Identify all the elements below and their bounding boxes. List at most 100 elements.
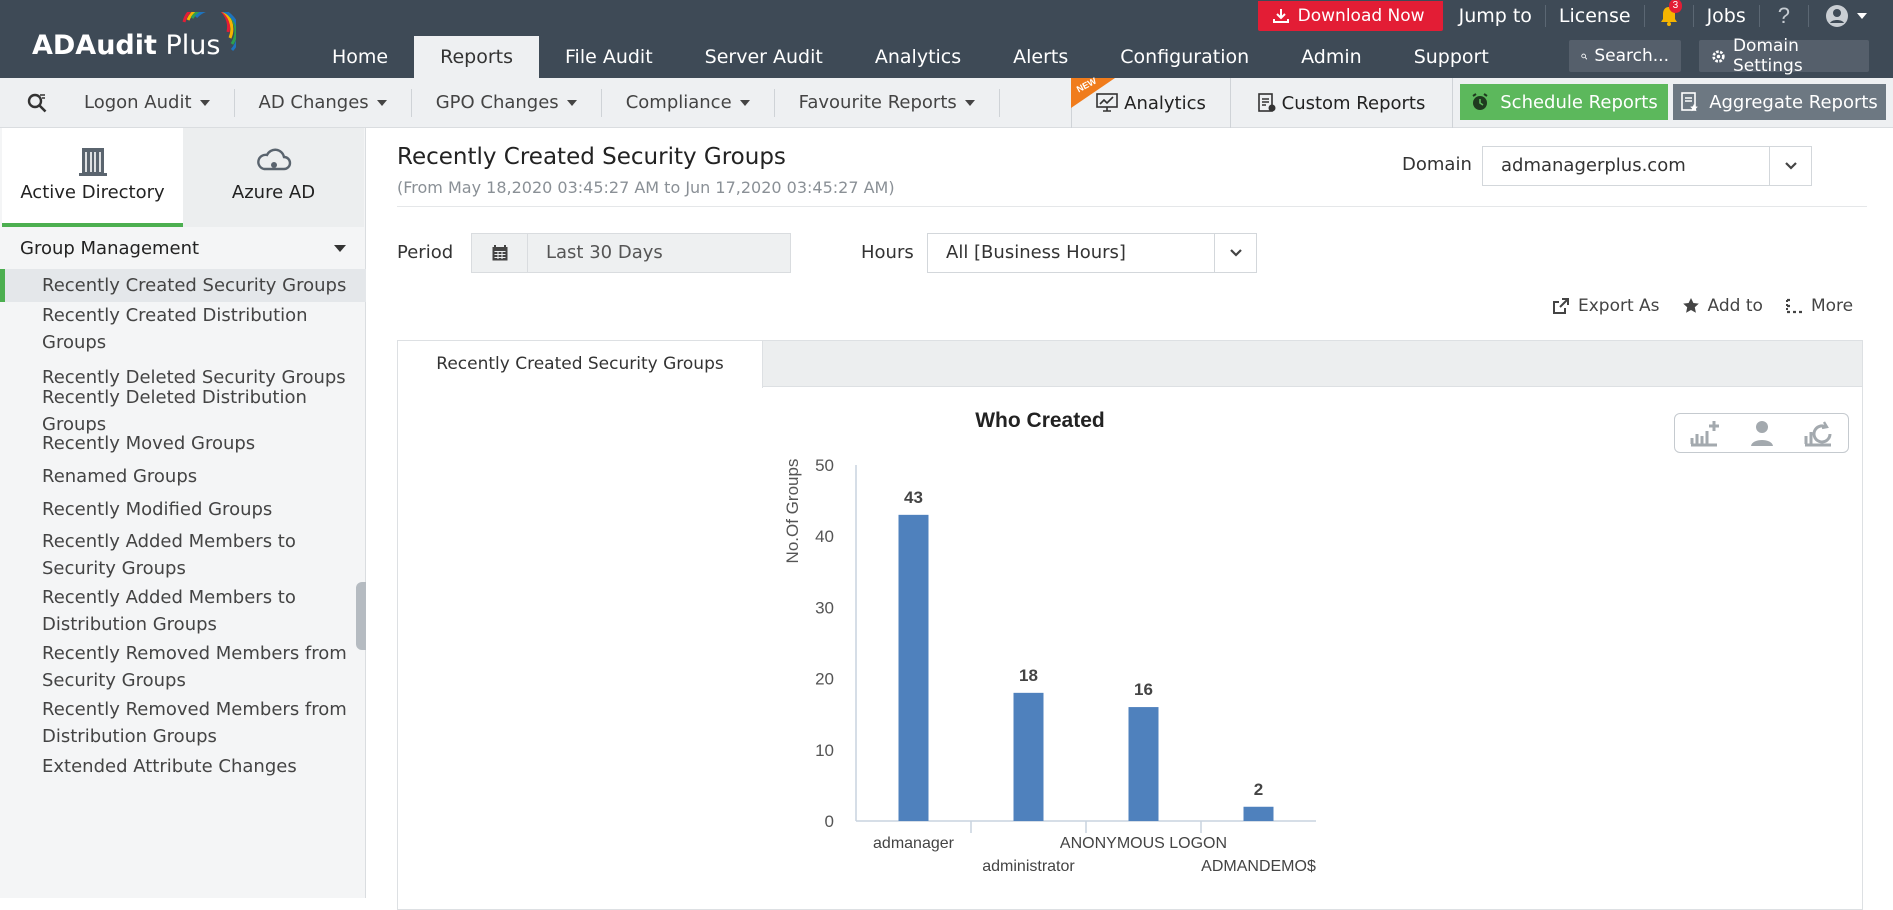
new-ribbon <box>1071 78 1115 108</box>
calendar-button[interactable] <box>472 234 528 272</box>
y-tick-label: 50 <box>815 456 834 475</box>
more-button[interactable]: More <box>1785 296 1853 316</box>
tab-configuration[interactable]: Configuration <box>1120 46 1250 68</box>
aggregate-reports-button[interactable]: Aggregate Reports <box>1673 84 1886 120</box>
sidebar-item[interactable]: Recently Removed Members from Security G… <box>0 638 366 696</box>
chart-title: Who Created <box>975 409 1105 432</box>
domain-select[interactable]: admanagerplus.com <box>1482 146 1812 186</box>
license-link[interactable]: License <box>1546 5 1645 27</box>
tab-active-directory-label: Active Directory <box>20 182 165 203</box>
search-button[interactable]: Search... <box>1569 40 1681 72</box>
bar <box>1128 707 1159 821</box>
sidebar-item[interactable]: Extended Attribute Changes <box>0 750 366 783</box>
alarm-clock-icon <box>1472 93 1488 110</box>
menu-gpo-changes[interactable]: GPO Changes <box>412 89 602 117</box>
chevron-down-icon <box>964 100 975 106</box>
jump-to-link[interactable]: Jump to <box>1443 5 1546 27</box>
bar-value-label: 18 <box>1019 666 1038 685</box>
sidebar-item[interactable]: Recently Modified Groups <box>0 493 366 526</box>
tab-analytics[interactable]: Analytics <box>874 46 962 68</box>
sidebar-item[interactable]: Recently Created Distribution Groups <box>0 300 366 358</box>
tab-support[interactable]: Support <box>1413 46 1489 68</box>
add-to-button[interactable]: Add to <box>1682 296 1763 316</box>
sidebar-item[interactable]: Recently Moved Groups <box>0 427 366 460</box>
sidebar-item[interactable]: Renamed Groups <box>0 460 366 493</box>
jobs-link[interactable]: Jobs <box>1694 5 1760 27</box>
sidebar-item-label: Recently Removed Members from Distributi… <box>42 699 347 747</box>
y-axis-label: No.Of Groups <box>783 459 802 564</box>
app-logo[interactable]: ADAudit Plus <box>32 30 221 61</box>
tab-admin[interactable]: Admin <box>1301 46 1362 68</box>
tab-alerts[interactable]: Alerts <box>1013 46 1069 68</box>
sidebar-item[interactable]: Recently Deleted Security Groups <box>0 361 366 394</box>
sidebar-item[interactable]: Recently Added Members to Distribution G… <box>0 582 366 640</box>
aggregate-report-icon <box>1681 92 1698 112</box>
sidebar-collapse-handle[interactable] <box>356 582 366 650</box>
bar <box>898 514 929 821</box>
export-as-label: Export As <box>1578 296 1660 316</box>
section-title: Group Management <box>20 237 200 259</box>
sidebar-item[interactable]: Recently Added Members to Security Group… <box>0 526 366 584</box>
add-chart-icon[interactable] <box>1688 418 1722 448</box>
download-now-button[interactable]: Download Now <box>1257 1 1443 31</box>
sidebar-item-label: Recently Moved Groups <box>42 433 256 454</box>
menu-favourite-reports[interactable]: Favourite Reports <box>775 89 1000 117</box>
bar-value-label: 2 <box>1254 780 1263 799</box>
tab-home[interactable]: Home <box>332 46 389 68</box>
notifications-button[interactable]: 3 <box>1645 0 1694 27</box>
sidebar-item[interactable]: Recently Removed Members from Distributi… <box>0 694 366 752</box>
help-icon[interactable]: ? <box>1760 5 1809 27</box>
x-tick-label: admanager <box>873 835 955 852</box>
menu-logon-audit[interactable]: Logon Audit <box>60 89 235 117</box>
cloud-icon <box>256 148 291 171</box>
sidebar-item-label: Recently Created Distribution Groups <box>42 305 308 353</box>
period-label: Period <box>397 242 454 263</box>
chevron-down-icon <box>1784 162 1797 170</box>
menu-compliance[interactable]: Compliance <box>602 89 775 117</box>
hours-dropdown-arrow[interactable] <box>1214 234 1256 272</box>
y-tick-label: 20 <box>815 670 834 689</box>
custom-report-icon <box>1257 93 1276 112</box>
tab-reports[interactable]: Reports <box>414 36 539 78</box>
chart-toolbar <box>1674 413 1849 453</box>
tab-azure-ad[interactable]: Azure AD <box>183 128 364 227</box>
schedule-reports-label: Schedule Reports <box>1500 91 1658 113</box>
x-tick-label: ANONYMOUS LOGON <box>1060 835 1227 852</box>
hours-select[interactable]: All [Business Hours] <box>927 233 1257 273</box>
building-icon <box>78 148 107 176</box>
report-tab-strip: Recently Created Security Groups <box>398 341 1862 388</box>
chevron-down-icon <box>1229 249 1242 257</box>
report-category-bar: Logon Audit AD Changes GPO Changes Complian… <box>0 78 1893 128</box>
user-filter-icon[interactable] <box>1747 418 1777 448</box>
tab-server-audit[interactable]: Server Audit <box>704 46 823 68</box>
gear-icon <box>1712 49 1725 63</box>
more-label: More <box>1810 296 1854 316</box>
notification-count-badge: 3 <box>1668 0 1683 13</box>
star-icon <box>1682 298 1699 313</box>
domain-dropdown-arrow[interactable] <box>1769 147 1811 185</box>
tab-recently-created-security-groups[interactable]: Recently Created Security Groups <box>398 341 763 388</box>
group-management-section-header[interactable]: Group Management <box>0 227 366 269</box>
download-icon <box>1272 9 1289 23</box>
bar <box>1013 692 1044 821</box>
custom-reports-tab[interactable]: Custom Reports <box>1231 78 1453 128</box>
period-picker[interactable]: Last 30 Days <box>471 233 791 273</box>
user-menu[interactable] <box>1809 4 1875 28</box>
tab-active-directory[interactable]: Active Directory <box>2 128 183 227</box>
y-tick-label: 10 <box>815 741 834 760</box>
sidebar: Active Directory Azure AD Group Manageme… <box>0 128 366 898</box>
schedule-reports-button[interactable]: Schedule Reports <box>1460 84 1668 120</box>
domain-label: Domain <box>1402 154 1472 175</box>
menu-ad-changes[interactable]: AD Changes <box>235 89 412 117</box>
report-search-icon[interactable] <box>26 92 48 114</box>
domain-settings-button[interactable]: Domain Settings <box>1699 36 1869 76</box>
tab-file-audit[interactable]: File Audit <box>565 46 653 68</box>
period-value: Last 30 Days <box>546 242 663 263</box>
sidebar-item[interactable]: Recently Deleted Distribution Groups <box>0 387 366 435</box>
report-panel: Recently Created Security Groups Who Cre… <box>397 340 1863 910</box>
user-avatar-icon <box>1826 5 1848 27</box>
sidebar-item[interactable]: Recently Created Security Groups <box>0 269 366 302</box>
export-as-button[interactable]: Export As <box>1552 296 1660 316</box>
refresh-chart-icon[interactable] <box>1802 418 1836 448</box>
sidebar-item-label: Recently Created Security Groups <box>42 275 347 296</box>
